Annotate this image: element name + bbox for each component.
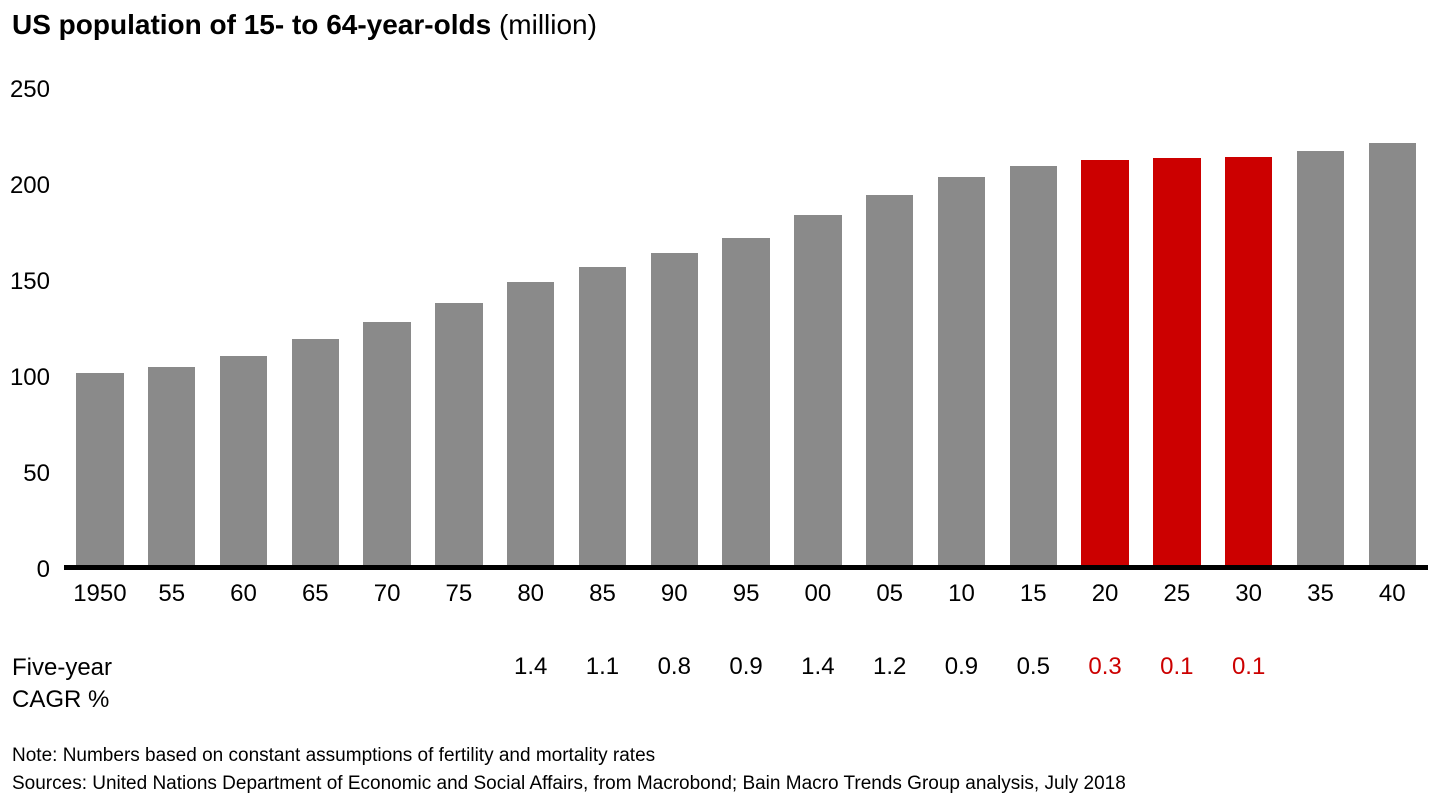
bar-column (1213, 90, 1285, 565)
x-tick-label: 80 (517, 580, 545, 607)
bar-column (279, 90, 351, 565)
bar-05 (865, 194, 914, 565)
cagr-value (1285, 652, 1357, 682)
bar-column (1285, 90, 1357, 565)
bar-80 (506, 281, 555, 565)
x-tick-label: 90 (660, 580, 688, 607)
bar-10 (937, 177, 986, 565)
cagr-value (279, 652, 351, 682)
cagr-value: 0.5 (1016, 653, 1050, 680)
bar-00 (794, 215, 842, 565)
cagr-value (423, 652, 495, 682)
cagr-value: 1.1 (585, 653, 620, 680)
bar-column (1356, 90, 1428, 565)
bar-column (423, 90, 495, 565)
x-tick-label: 10 (948, 580, 975, 607)
y-tick-label: 0 (36, 556, 50, 583)
cagr-value (351, 652, 423, 682)
y-axis: 0 50 100 150 200 250 (9, 78, 64, 582)
sources-line: Sources: United Nations Department of Ec… (12, 773, 1126, 794)
cagr-value: 1.4 (513, 653, 548, 680)
cagr-value: 0.9 (729, 653, 763, 680)
bar-75 (435, 302, 483, 565)
cagr-value: 1.4 (801, 653, 835, 680)
chart-title: US population of 15- to 64-year-olds (12, 9, 492, 40)
bar-column (351, 90, 423, 565)
x-axis-labels: 1950 55 60 65 70 75 80 85 90 95 00 05 10 15 20 25 30 35 40 (12, 580, 1428, 608)
x-tick-label: 30 (1235, 580, 1262, 607)
x-tick-label: 00 (804, 580, 832, 607)
cagr-value: 0.3 (1088, 653, 1122, 680)
x-tick-label: 05 (876, 580, 904, 607)
cagr-value: 0.1 (1231, 653, 1266, 680)
plot-area (64, 90, 1428, 570)
bar-90 (650, 253, 698, 565)
bar-95 (722, 238, 770, 565)
cagr-row-label: Five-year CAGR % (12, 654, 113, 713)
bar-column (64, 90, 136, 565)
y-tick-label: 100 (9, 364, 50, 391)
bar-column (926, 90, 998, 565)
cagr-value (1356, 652, 1428, 682)
cagr-value: 0.8 (657, 653, 691, 680)
bar-60 (219, 356, 268, 565)
bar-20 (1081, 160, 1129, 565)
y-tick-label: 150 (9, 268, 50, 295)
bar-70 (363, 321, 411, 565)
chart-title-unit: (million) (491, 9, 597, 40)
footnotes: Note: Numbers based on constant assumpti… (12, 742, 1126, 798)
x-tick-label: 95 (732, 580, 760, 607)
page-title: US population of 15- to 64-year-olds (mi… (12, 8, 1428, 42)
x-axis-spacer (12, 580, 64, 608)
y-tick-label: 200 (9, 172, 50, 199)
bar-column (136, 90, 208, 565)
bar-column (997, 90, 1069, 565)
bar-column (1069, 90, 1141, 565)
bar-1950 (76, 373, 124, 565)
x-tick-label: 20 (1091, 580, 1119, 607)
bar-25 (1153, 158, 1201, 565)
x-tick-label: 75 (445, 580, 473, 607)
x-tick-label: 15 (1019, 580, 1047, 607)
chart-area: 0 50 100 150 200 250 (9, 78, 1428, 582)
cagr-value: 0.1 (1160, 653, 1194, 680)
cagr-value (136, 652, 208, 682)
bar-85 (578, 266, 627, 565)
x-tick-label: 60 (230, 580, 257, 607)
bar-15 (1009, 166, 1057, 565)
cagr-row: Five-year CAGR % 1.4 1.1 0.8 0.9 1.4 1.2 0.9 0.… (12, 652, 1428, 713)
x-tick-label: 35 (1307, 580, 1334, 607)
cagr-value: 1.2 (872, 653, 907, 680)
x-tick-label: 70 (373, 580, 401, 607)
bar-column (710, 90, 782, 565)
note-line: Note: Numbers based on constant assumpti… (12, 745, 656, 766)
bar-35 (1296, 150, 1345, 565)
bar-column (567, 90, 639, 565)
cagr-value (208, 652, 280, 682)
bar-column (782, 90, 854, 565)
y-tick-label: 250 (9, 76, 50, 103)
cagr-value: 0.9 (944, 653, 979, 680)
bar-30 (1224, 156, 1273, 565)
bar-column (208, 90, 280, 565)
bar-column (1141, 90, 1213, 565)
x-tick-label: 25 (1163, 580, 1191, 607)
x-tick-label: 85 (589, 580, 616, 607)
x-tick-label: 65 (301, 580, 329, 607)
bar-40 (1368, 143, 1416, 565)
bar-column (854, 90, 926, 565)
x-tick-label: 1950 (73, 580, 127, 607)
bar-65 (291, 338, 339, 565)
bar-column (638, 90, 710, 565)
bar-column (495, 90, 567, 565)
bar-55 (148, 367, 196, 565)
y-tick-label: 50 (23, 460, 50, 487)
x-tick-label: 40 (1378, 580, 1406, 607)
x-tick-label: 55 (158, 580, 186, 607)
